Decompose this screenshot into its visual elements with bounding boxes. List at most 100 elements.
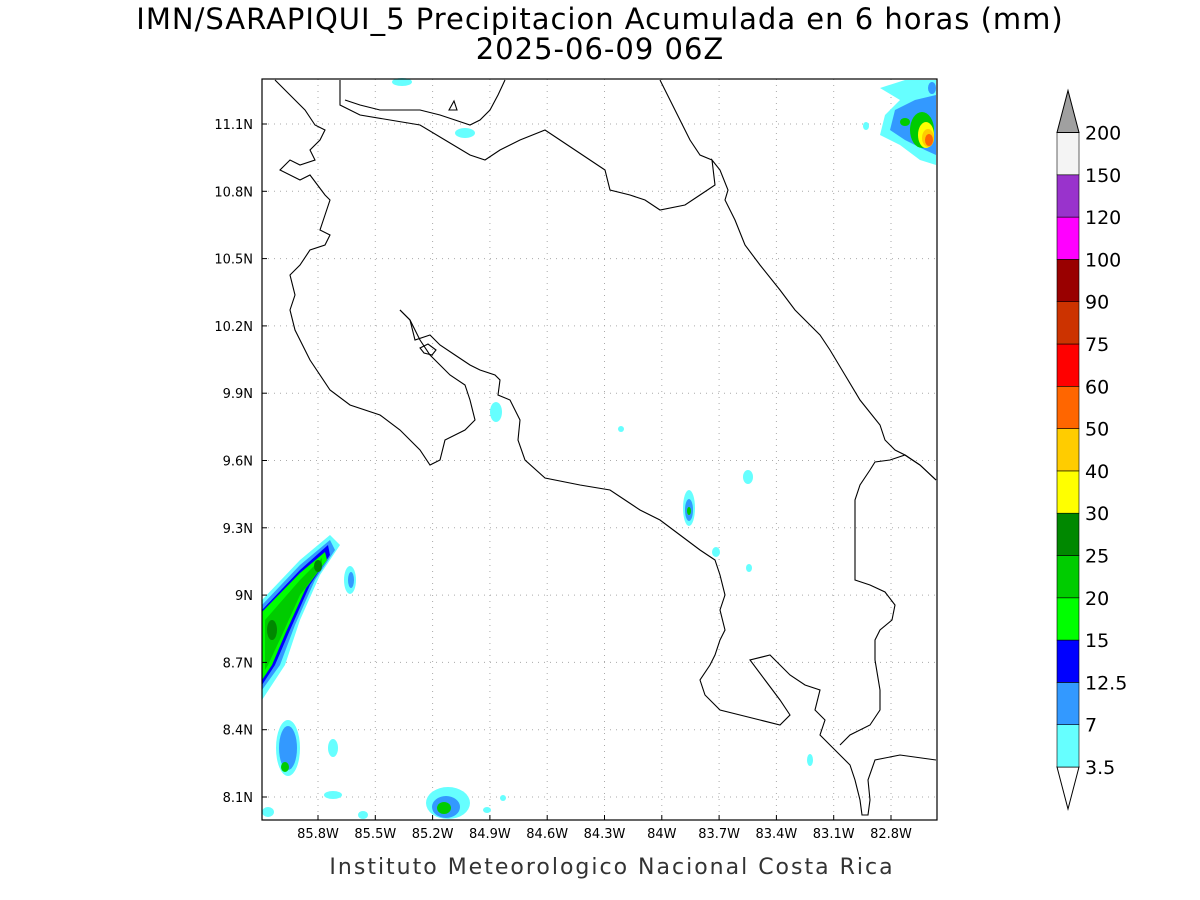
colorbar-segment: [1056, 301, 1080, 345]
colorbar-label: 12.5: [1085, 672, 1127, 694]
colorbar-segment: [1056, 428, 1080, 472]
precip-blob-ne-60: [925, 134, 933, 146]
precip-dot-9: [743, 470, 753, 484]
map-gridlines: [262, 79, 937, 820]
precip-blob-8-2n-7: [279, 726, 297, 770]
colorbar-segment: [1056, 682, 1080, 726]
lat-tick-label: 10.2N: [214, 320, 253, 335]
precip-dot-11: [746, 564, 752, 572]
lat-tick-label: 8.1N: [223, 791, 253, 806]
lon-tick-label: 85.2W: [412, 827, 454, 842]
colorbar-label: 60: [1085, 376, 1109, 398]
lon-tick-label: 83.7W: [698, 827, 740, 842]
colorbar-label: 15: [1085, 630, 1109, 652]
precip-blob-sw-25a: [267, 620, 277, 640]
colorbar-label: 150: [1085, 165, 1121, 187]
river-border: [344, 79, 506, 126]
precip-dot-14: [455, 128, 475, 138]
coastlines-borders: [274, 79, 937, 816]
lat-tick-label: 10.5N: [214, 253, 253, 268]
colorbar-above-triangle: [1056, 88, 1080, 133]
lon-tick-label: 84.6W: [526, 827, 568, 842]
precip-blob-84-9w-core: [437, 802, 451, 814]
colorbar-label: 120: [1085, 207, 1121, 229]
precip-dot-12: [807, 754, 813, 766]
lon-tick-label: 84W: [647, 827, 677, 842]
islet: [448, 99, 458, 111]
colorbar-segment: [1056, 132, 1080, 176]
precip-dot-5: [483, 807, 491, 813]
precip-dot-4: [358, 811, 368, 819]
precip-blob-85-5w-core: [348, 572, 354, 588]
colorbar-segment: [1056, 174, 1080, 218]
precip-blob-sw-12: [262, 545, 330, 685]
colorbar-label: 25: [1085, 546, 1109, 568]
colorbar-label: 7: [1085, 715, 1097, 737]
colorbar-segment: [1056, 343, 1080, 387]
colorbar-segment: [1056, 597, 1080, 641]
precip-dot-2: [324, 791, 342, 799]
lon-tick-label: 83.4W: [755, 827, 797, 842]
lat-tick-label: 9N: [235, 589, 253, 604]
lat-tick-label: 8.4N: [223, 724, 253, 739]
colorbar-label: 50: [1085, 419, 1109, 441]
colorbar-segment: [1056, 385, 1080, 429]
precipitation-areas: [262, 78, 936, 819]
colorbar-segment: [1056, 512, 1080, 556]
lat-tick-label: 8.7N: [223, 656, 253, 671]
colorbar-below-triangle: [1056, 766, 1080, 811]
colorbar-segment: [1056, 555, 1080, 599]
colorbar-label: 30: [1085, 503, 1109, 525]
map-title: IMN/SARAPIQUI_5 Precipitacion Acumulada …: [136, 2, 1064, 36]
lon-tick-label: 85.5W: [354, 827, 396, 842]
latitude-tick-labels: 11.1N 10.8N 10.5N 10.2N 9.9N 9.6N 9.3N 9N 8.7N 8.…: [214, 118, 267, 806]
precip-dot-1: [328, 739, 338, 757]
precip-blob-8-2n-core: [281, 762, 289, 772]
colorbar-segment: [1056, 724, 1080, 768]
colorbar-label: 90: [1085, 292, 1109, 314]
colorbar-label: 75: [1085, 334, 1109, 356]
lat-tick-label: 10.8N: [214, 185, 253, 200]
colorbar-segment: [1056, 216, 1080, 260]
nicoya-gulf-inner: [399, 309, 937, 816]
precip-dot-7: [490, 402, 502, 422]
colorbar-label: 200: [1085, 123, 1121, 145]
lon-tick-label: 84.9W: [469, 827, 511, 842]
precip-dot-8: [618, 426, 624, 432]
map-footer-credit: Instituto Meteorologico Nacional Costa R…: [329, 855, 895, 880]
precip-dot-15: [863, 122, 869, 130]
lon-tick-label: 83.1W: [813, 827, 855, 842]
lat-tick-label: 11.1N: [214, 118, 253, 133]
lat-tick-label: 9.6N: [223, 455, 253, 470]
colorbar-segment: [1056, 259, 1080, 302]
precip-dot-3: [262, 807, 274, 817]
colorbar-label: 3.5: [1085, 757, 1115, 779]
lat-tick-label: 9.3N: [223, 522, 253, 537]
map-frame: [261, 78, 938, 821]
map-subtitle-date: 2025-06-09 06Z: [475, 32, 725, 66]
precipitation-colorbar: 3.5 7 12.5 15 20 25 30 40 50 60 75 90 100 120 150 200: [1056, 88, 1127, 811]
longitude-tick-labels: 85.8W 85.5W 85.2W 84.9W 84.6W 84.3W 84W 83.7W 83…: [297, 815, 912, 842]
lat-tick-label: 9.9N: [223, 387, 253, 402]
precip-blob-sw-15: [262, 552, 327, 680]
precip-blob-83-8w-core: [687, 507, 691, 515]
colorbar-label: 20: [1085, 588, 1109, 610]
precip-dot-6: [500, 795, 506, 801]
lon-tick-label: 82.8W: [870, 827, 912, 842]
colorbar-label: 40: [1085, 461, 1109, 483]
precip-dot-10: [712, 547, 720, 557]
colorbar-segment: [1056, 639, 1080, 683]
east-border-panama: [839, 454, 937, 746]
northeast-coast: [659, 79, 713, 161]
lake-inlet: [419, 343, 437, 356]
lon-tick-label: 84.3W: [584, 827, 626, 842]
coast-nw: [274, 79, 476, 466]
colorbar-segment: [1056, 470, 1080, 514]
caribbean-coast: [339, 80, 937, 481]
precip-blob-ne-top: [928, 82, 936, 94]
precip-dot-13: [392, 78, 412, 86]
lon-tick-label: 85.8W: [297, 827, 339, 842]
precip-blob-ne-small: [900, 118, 910, 126]
precip-blob-sw-25b: [314, 560, 322, 572]
